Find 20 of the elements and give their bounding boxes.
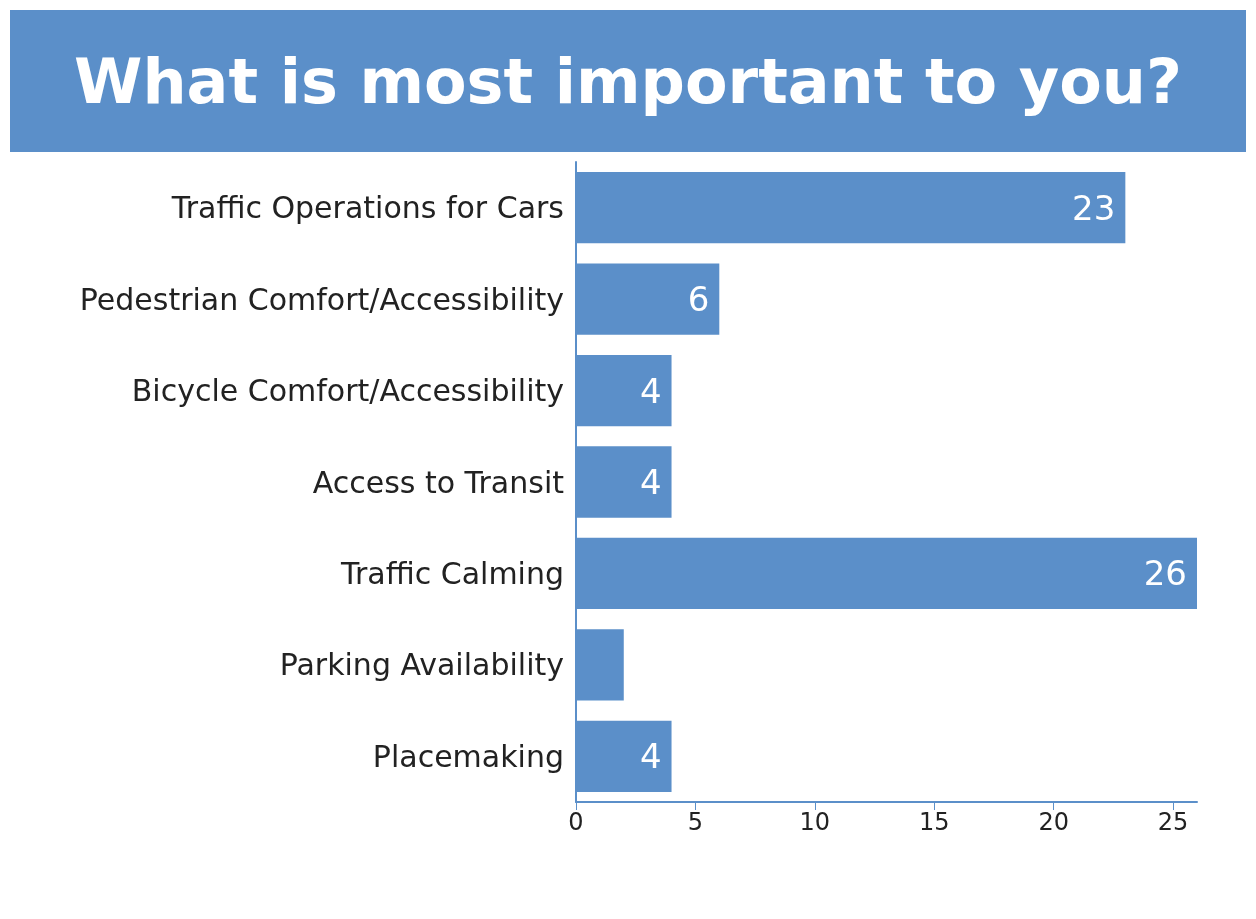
x-tick-label: 0 <box>568 808 584 836</box>
data-label: 4 <box>639 370 662 411</box>
y-tick-label: Bicycle Comfort/Accessibility <box>131 373 564 409</box>
data-label: 6 <box>687 279 710 320</box>
x-tick-label: 20 <box>1038 808 1069 836</box>
y-tick-label: Placemaking <box>372 738 564 774</box>
x-tick-label: 15 <box>919 808 950 836</box>
y-tick-label: Access to Transit <box>312 464 565 500</box>
data-label: 4 <box>639 736 662 777</box>
data-label: 4 <box>639 462 662 502</box>
x-tick-label: 25 <box>1157 808 1189 836</box>
y-tick-label: Traffic Calming <box>340 555 564 591</box>
x-tick-label: 5 <box>687 808 704 836</box>
data-label: 26 <box>1143 553 1187 594</box>
y-tick-label: Traffic Operations for Cars <box>170 190 564 226</box>
x-tick-label: 10 <box>799 808 831 836</box>
data-label: 23 <box>1072 187 1116 228</box>
chart-title: What is most important to you? <box>10 10 1246 152</box>
y-tick-label: Pedestrian Comfort/Accessibility <box>79 281 564 317</box>
y-tick-label: Parking Availability <box>279 647 564 683</box>
